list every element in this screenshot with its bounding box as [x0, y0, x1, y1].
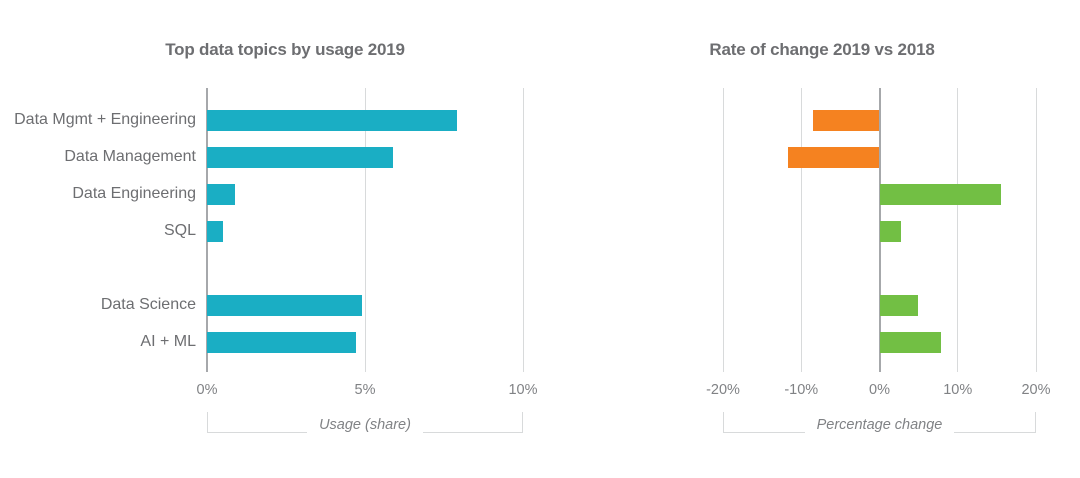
gridline [364, 88, 366, 372]
bar-data-science [879, 294, 918, 316]
bar-data-mgmt-engineering [812, 109, 880, 131]
x-tick-label: 10% [943, 382, 973, 398]
rate-of-change-x-axis-label: Percentage change [723, 414, 1036, 436]
gridline [722, 88, 724, 372]
category-label: Data Science [100, 296, 196, 313]
rate-of-change-x-axis-label-text: Percentage change [804, 414, 955, 436]
bar-data-mgmt-engineering [207, 109, 457, 131]
usage-x-axis-label: Usage (share) [207, 414, 523, 436]
usage-x-axis-label-text: Usage (share) [307, 414, 423, 436]
bar-data-engineering [207, 183, 236, 205]
gridline [522, 88, 524, 372]
bar-data-engineering [879, 183, 1001, 205]
x-tick-label: 0% [869, 382, 890, 398]
x-tick-label: 5% [354, 382, 376, 398]
bar-ai-ml [207, 331, 356, 353]
gridline [957, 88, 959, 372]
x-tick-label: -20% [706, 382, 740, 398]
bar-data-management [787, 146, 880, 168]
bar-sql [207, 220, 223, 242]
bar-data-science [207, 294, 362, 316]
rate-of-change-chart-title: Rate of change 2019 vs 2018 [709, 40, 935, 59]
category-label: Data Management [64, 148, 196, 165]
category-label: Data Engineering [72, 185, 196, 202]
bar-sql [879, 220, 902, 242]
x-tick-label: -10% [784, 382, 819, 398]
x-tick-label: 20% [1021, 382, 1051, 398]
gridline [1035, 88, 1037, 372]
usage-chart-title: Top data topics by usage 2019 [165, 40, 405, 59]
bar-ai-ml [879, 331, 941, 353]
bar-data-management [207, 146, 394, 168]
gridline [800, 88, 802, 372]
x-tick-label: 0% [196, 382, 218, 398]
category-label: Data Mgmt + Engineering [14, 111, 196, 128]
category-label: SQL [163, 222, 196, 239]
x-tick-label: 10% [508, 382, 538, 398]
category-label: AI + ML [140, 333, 196, 350]
